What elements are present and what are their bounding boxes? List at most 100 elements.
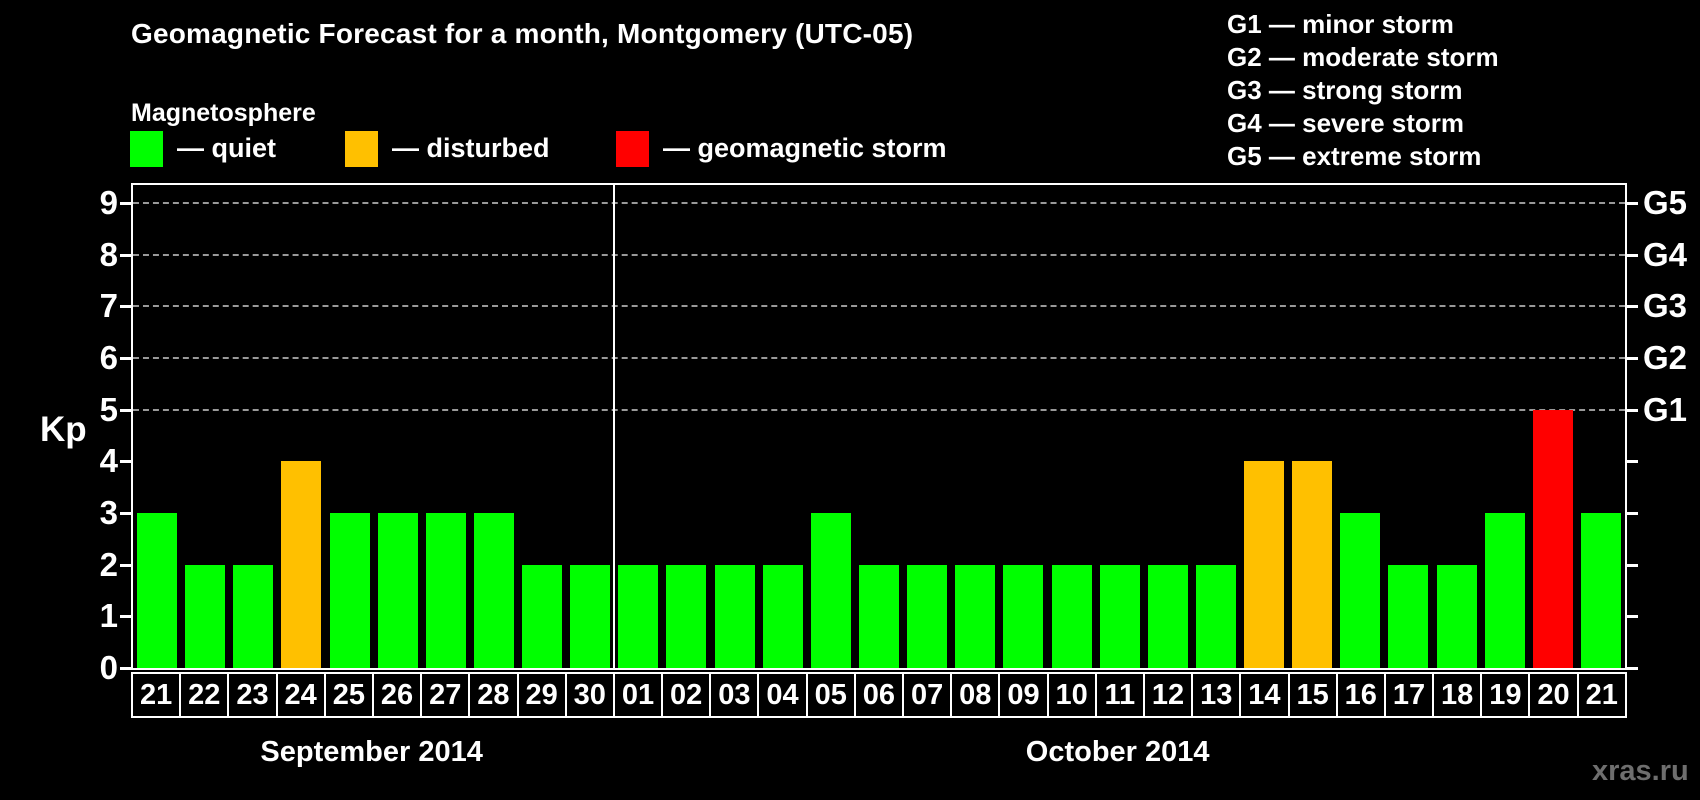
legend-swatch-disturbed xyxy=(345,130,378,167)
kp-bar-07-quiet xyxy=(907,564,948,668)
day-label-27: 27 xyxy=(420,672,471,718)
y-axis-label-5: 5 xyxy=(99,390,118,428)
kp-bar-30-quiet xyxy=(570,564,611,668)
month-separator xyxy=(613,185,616,668)
day-axis: 21 22 23 24 25 26 27 28 29 30 01 02 03 04 05 06 07 08 09 10… xyxy=(131,672,1627,718)
day-label-15: 15 xyxy=(1287,672,1338,718)
kp-bar-19-quiet xyxy=(1484,513,1525,668)
day-label-02: 02 xyxy=(661,672,712,718)
gridline-kp6 xyxy=(133,357,1625,360)
day-label-09: 09 xyxy=(998,672,1049,718)
day-label-10: 10 xyxy=(1046,672,1097,718)
left-tick-kp6 xyxy=(120,357,132,361)
storm-scale-line-g4: G4 — severe storm xyxy=(1227,108,1465,138)
day-label-28: 28 xyxy=(468,672,519,718)
left-tick-kp4 xyxy=(120,460,132,464)
day-label-30: 30 xyxy=(564,672,615,718)
y-axis-label-0: 0 xyxy=(99,649,118,686)
legend-item-disturbed: — disturbed xyxy=(345,130,550,167)
day-label-14: 14 xyxy=(1239,672,1290,718)
day-label-26: 26 xyxy=(371,672,423,718)
kp-bar-27-quiet xyxy=(425,513,466,668)
day-label-29: 29 xyxy=(516,672,567,718)
legend-label-quiet: — quiet xyxy=(177,133,276,163)
day-label-21: 21 xyxy=(1576,672,1627,718)
kp-bar-05-quiet xyxy=(810,513,851,668)
day-label-21: 21 xyxy=(131,672,182,718)
kp-bar-06-quiet xyxy=(859,564,899,668)
day-label-05: 05 xyxy=(805,672,856,718)
left-tick-kp1 xyxy=(120,615,132,619)
left-tick-kp5 xyxy=(120,408,132,412)
plot-area: 0 1 2 3 4 5 6 7 8 9 G1 G2 G3 G4 G5 xyxy=(100,183,1687,686)
y-axis-label-8: 8 xyxy=(99,235,118,273)
kp-bar-29-quiet xyxy=(522,564,563,668)
right-tick-kp8 xyxy=(1626,253,1638,257)
y-axis-label-2: 2 xyxy=(99,545,118,583)
day-label-20: 20 xyxy=(1528,672,1579,718)
day-label-03: 03 xyxy=(709,672,760,718)
right-tick-kp2 xyxy=(1626,563,1638,567)
right-tick-kp7 xyxy=(1626,305,1638,309)
storm-scale-line-g5: G5 — extreme storm xyxy=(1227,141,1482,171)
watermark: xras.ru xyxy=(1592,755,1689,787)
kp-bar-09-quiet xyxy=(1003,564,1044,668)
legend-item-quiet: — quiet xyxy=(130,130,276,167)
legend-swatch-storm xyxy=(616,130,649,167)
gridline-kp7 xyxy=(133,305,1625,308)
right-tick-kp0 xyxy=(1626,667,1638,670)
right-tick-kp1 xyxy=(1626,615,1638,619)
day-label-11: 11 xyxy=(1094,672,1145,718)
gridline-kp8 xyxy=(133,253,1625,256)
left-tick-kp9 xyxy=(120,202,132,206)
kp-bar-20-storm xyxy=(1532,409,1573,668)
storm-scale-line-g2: G2 — moderate storm xyxy=(1227,42,1499,72)
left-tick-kp0 xyxy=(120,667,132,670)
kp-bar-10-quiet xyxy=(1051,564,1092,668)
left-tick-kp2 xyxy=(120,563,132,567)
storm-scale-line-g3: G3 — strong storm xyxy=(1227,75,1463,105)
right-tick-kp3 xyxy=(1626,512,1638,516)
y-axis-label-9: 9 xyxy=(99,184,118,222)
kp-bar-21-quiet xyxy=(137,513,178,668)
y-axis-label-1: 1 xyxy=(99,597,118,635)
day-label-22: 22 xyxy=(179,672,230,718)
day-label-12: 12 xyxy=(1142,672,1194,718)
magnetosphere-label: Magnetosphere xyxy=(131,99,316,127)
kp-bar-11-quiet xyxy=(1099,564,1140,668)
kp-bar-02-quiet xyxy=(666,564,707,668)
kp-bar-26-quiet xyxy=(377,513,418,668)
left-tick-kp7 xyxy=(120,305,132,309)
right-tick-kp9 xyxy=(1626,202,1638,206)
gridline-kp9 xyxy=(133,202,1625,205)
y-axis-label-6: 6 xyxy=(99,339,118,377)
kp-bar-01-quiet xyxy=(618,564,659,668)
day-label-16: 16 xyxy=(1335,672,1386,718)
day-label-04: 04 xyxy=(757,672,808,718)
kp-bar-25-quiet xyxy=(329,513,370,668)
right-axis-label-g4: G4 xyxy=(1643,235,1688,273)
day-label-06: 06 xyxy=(853,672,904,718)
kp-bar-23-quiet xyxy=(233,564,274,668)
kp-bar-16-quiet xyxy=(1340,513,1381,668)
month-label-october: October 2014 xyxy=(1025,736,1210,768)
y-axis-label-4: 4 xyxy=(99,442,118,480)
kp-bar-24-disturbed xyxy=(281,461,322,668)
kp-bar-14-disturbed xyxy=(1244,461,1285,668)
day-label-17: 17 xyxy=(1383,672,1435,718)
kp-bar-28-quiet xyxy=(473,513,514,668)
storm-scale-legend: G1 — minor storm G2 — moderate storm G3 — … xyxy=(1227,8,1499,173)
kp-bar-08-quiet xyxy=(955,564,996,668)
gridline-kp5 xyxy=(133,408,1625,411)
day-label-01: 01 xyxy=(612,672,664,718)
day-label-19: 19 xyxy=(1480,672,1531,718)
y-axis-label-7: 7 xyxy=(99,287,118,325)
legend-swatch-quiet xyxy=(130,130,163,167)
chart-title: Geomagnetic Forecast for a month, Montgo… xyxy=(131,18,914,49)
kp-bar-21-quiet xyxy=(1580,513,1621,668)
day-label-23: 23 xyxy=(227,672,278,718)
legend-label-disturbed: — disturbed xyxy=(392,133,550,163)
storm-scale-line-g1: G1 — minor storm xyxy=(1227,9,1454,39)
month-label-september: September 2014 xyxy=(260,736,483,768)
